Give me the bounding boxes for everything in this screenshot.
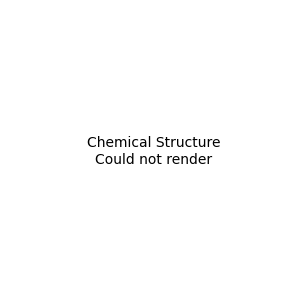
Text: Chemical Structure
Could not render: Chemical Structure Could not render: [87, 136, 220, 166]
